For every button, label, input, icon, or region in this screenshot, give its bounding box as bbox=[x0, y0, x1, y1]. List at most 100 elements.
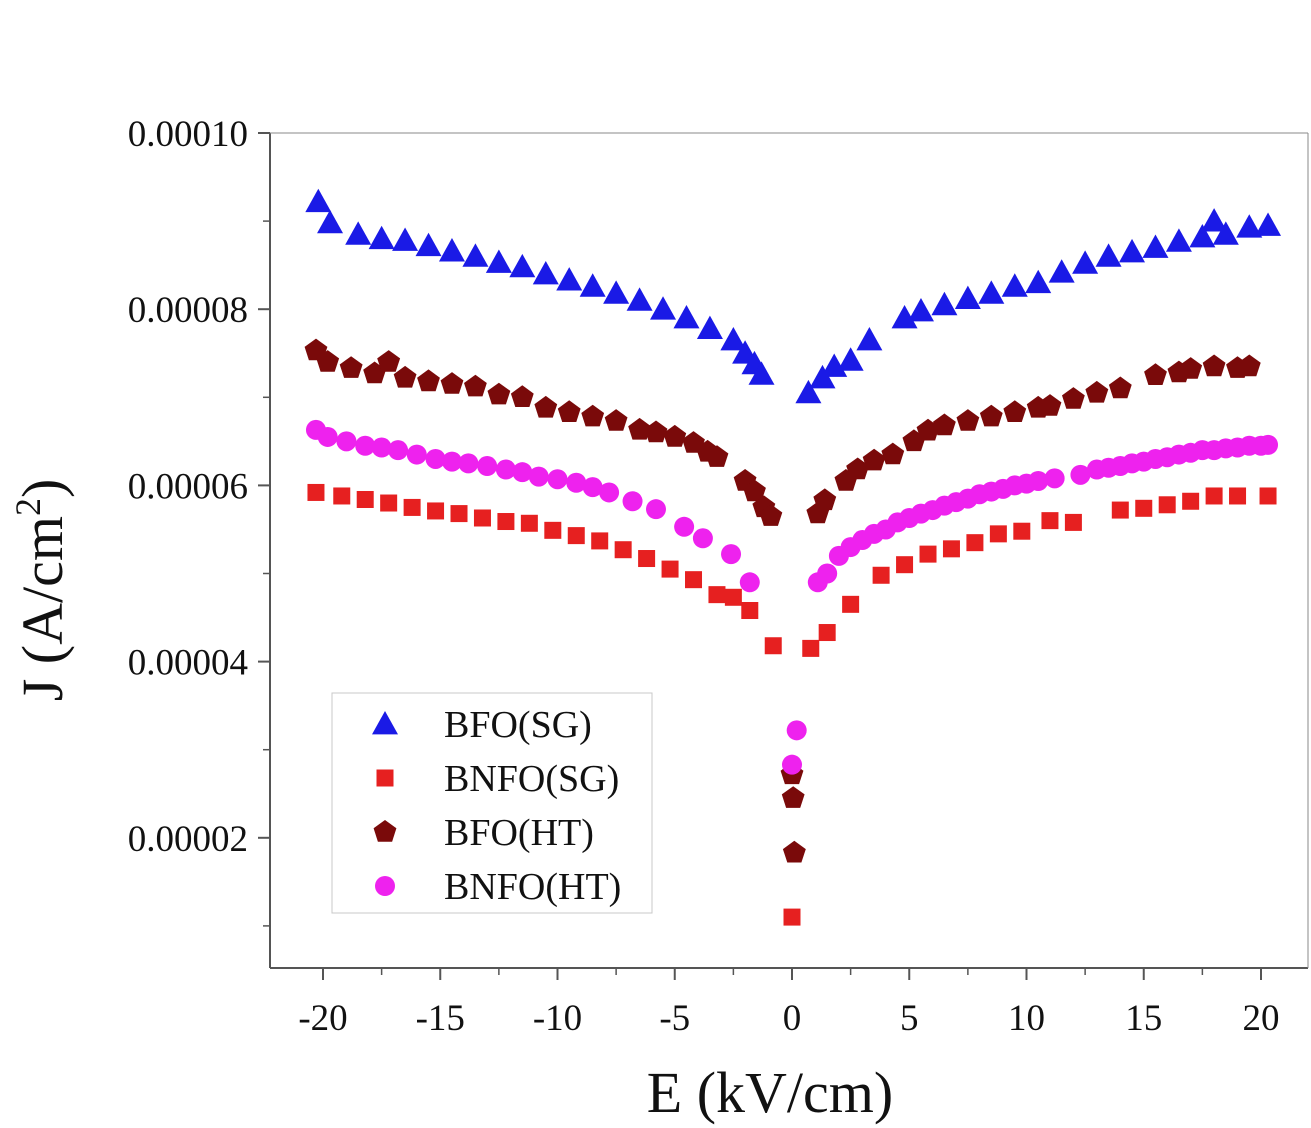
data-point bbox=[485, 249, 512, 273]
data-point bbox=[628, 417, 651, 440]
x-tick-label: 10 bbox=[1008, 998, 1045, 1039]
legend-items: BFO(SG) BNFO(SG) BFO(HT) BNFO(HT) bbox=[372, 704, 621, 908]
data-point bbox=[626, 287, 653, 311]
y-tick-label: 0.00002 bbox=[128, 819, 248, 860]
data-point bbox=[1025, 269, 1052, 294]
data-point bbox=[1165, 228, 1192, 252]
axes bbox=[258, 132, 1309, 980]
data-point bbox=[544, 521, 562, 539]
data-point bbox=[532, 260, 559, 285]
data-point bbox=[989, 525, 1007, 543]
data-point bbox=[708, 586, 726, 604]
data-point bbox=[1236, 214, 1263, 238]
series-bnfo-sg- bbox=[307, 483, 1277, 926]
data-point bbox=[1095, 243, 1122, 267]
data-point bbox=[403, 498, 421, 516]
y-axis-title-main: J (A/cm bbox=[10, 516, 75, 701]
data-point bbox=[1070, 464, 1091, 485]
data-point bbox=[896, 556, 914, 574]
data-point bbox=[931, 291, 958, 316]
data-point bbox=[579, 273, 606, 297]
data-point bbox=[645, 499, 666, 520]
data-point bbox=[1237, 354, 1261, 377]
data-point bbox=[333, 487, 351, 505]
legend-label: BNFO(HT) bbox=[444, 866, 621, 908]
data-point bbox=[1072, 250, 1099, 274]
x-tick-labels: -20 -15 -10 -5 0 5 10 15 20 bbox=[298, 998, 1279, 1039]
x-tick-label: -15 bbox=[416, 998, 465, 1039]
data-point bbox=[764, 637, 782, 655]
data-point bbox=[1013, 522, 1031, 540]
data-point bbox=[979, 404, 1003, 427]
data-point bbox=[534, 395, 558, 418]
data-point bbox=[473, 509, 491, 527]
data-point bbox=[462, 243, 489, 267]
legend-label: BFO(HT) bbox=[444, 812, 594, 854]
data-point bbox=[417, 369, 440, 392]
data-point bbox=[782, 840, 806, 863]
data-point bbox=[556, 267, 583, 291]
data-point bbox=[1085, 380, 1109, 403]
data-point bbox=[674, 516, 695, 537]
legend-marker bbox=[373, 820, 397, 842]
x-tick-label: 20 bbox=[1243, 998, 1280, 1039]
data-point bbox=[907, 297, 934, 322]
data-point bbox=[741, 602, 759, 620]
y-axis-title-close: ) bbox=[10, 479, 75, 498]
data-point bbox=[477, 456, 498, 477]
y-tick-labels: 0.00002 0.00004 0.00006 0.00008 0.00010 bbox=[128, 114, 248, 860]
x-tick-label: -5 bbox=[659, 998, 690, 1039]
data-point bbox=[818, 624, 836, 642]
data-point bbox=[392, 227, 419, 251]
data-point bbox=[842, 595, 860, 613]
data-point bbox=[821, 353, 848, 377]
data-point bbox=[567, 527, 585, 545]
data-point bbox=[1001, 273, 1028, 297]
data-point bbox=[356, 490, 374, 508]
data-point bbox=[891, 305, 918, 329]
data-point bbox=[377, 350, 401, 372]
data-point bbox=[393, 365, 417, 388]
series-bnfo-ht- bbox=[305, 419, 1279, 775]
data-point bbox=[614, 541, 632, 559]
data-point bbox=[345, 221, 372, 245]
legend-label: BFO(SG) bbox=[444, 704, 592, 746]
data-points bbox=[304, 188, 1282, 926]
data-point bbox=[1182, 492, 1200, 510]
x-axis-title: E (kV/cm) bbox=[647, 1060, 893, 1125]
data-point bbox=[1144, 363, 1167, 385]
data-point bbox=[916, 418, 940, 441]
data-point bbox=[739, 572, 760, 593]
data-point bbox=[954, 285, 981, 310]
data-point bbox=[510, 385, 534, 407]
data-point bbox=[438, 238, 465, 262]
data-point bbox=[1158, 496, 1176, 514]
data-point bbox=[464, 374, 487, 397]
data-point bbox=[1044, 468, 1065, 489]
data-point bbox=[582, 477, 603, 498]
data-point bbox=[622, 491, 643, 512]
data-point bbox=[1142, 234, 1169, 258]
data-point bbox=[520, 514, 538, 532]
data-point bbox=[1255, 212, 1282, 236]
data-point bbox=[781, 786, 805, 808]
data-point bbox=[581, 404, 605, 427]
data-point bbox=[644, 420, 668, 443]
data-point bbox=[795, 379, 822, 404]
series-bfo-ht- bbox=[304, 338, 1261, 863]
data-point bbox=[837, 347, 864, 371]
data-point bbox=[317, 426, 338, 447]
data-point bbox=[415, 232, 442, 257]
data-point bbox=[956, 409, 980, 431]
data-point bbox=[440, 372, 464, 394]
data-point bbox=[1108, 376, 1132, 399]
data-point bbox=[528, 466, 549, 487]
data-point bbox=[441, 451, 462, 472]
x-tick-label: 5 bbox=[900, 998, 919, 1039]
data-point bbox=[425, 448, 446, 469]
legend-label: BNFO(SG) bbox=[444, 758, 619, 800]
data-point bbox=[1135, 499, 1153, 517]
data-point bbox=[1111, 501, 1129, 519]
data-point bbox=[685, 571, 703, 589]
